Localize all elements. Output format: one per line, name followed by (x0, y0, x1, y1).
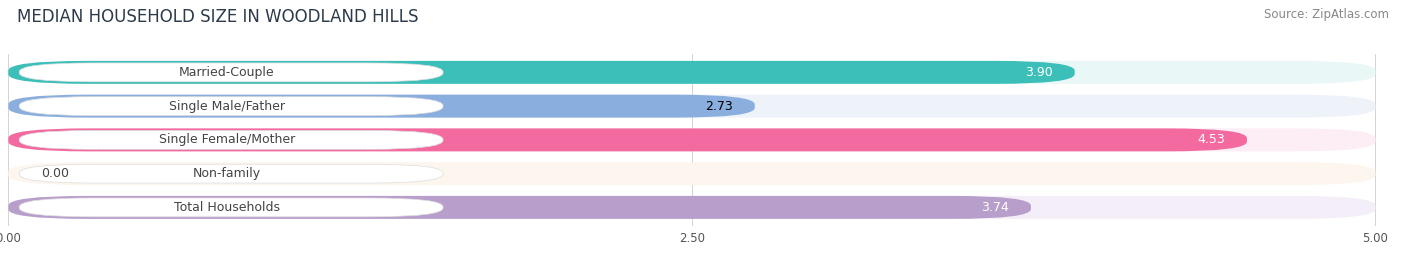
FancyBboxPatch shape (8, 128, 1247, 151)
FancyBboxPatch shape (8, 196, 1031, 219)
Text: Single Male/Father: Single Male/Father (169, 100, 285, 113)
FancyBboxPatch shape (20, 130, 443, 149)
FancyBboxPatch shape (8, 128, 1375, 151)
Text: Source: ZipAtlas.com: Source: ZipAtlas.com (1264, 8, 1389, 21)
Text: MEDIAN HOUSEHOLD SIZE IN WOODLAND HILLS: MEDIAN HOUSEHOLD SIZE IN WOODLAND HILLS (17, 8, 419, 26)
FancyBboxPatch shape (8, 95, 1375, 118)
FancyBboxPatch shape (8, 196, 1375, 219)
Text: Single Female/Mother: Single Female/Mother (159, 133, 295, 146)
FancyBboxPatch shape (8, 61, 1375, 84)
FancyBboxPatch shape (20, 63, 443, 82)
Text: 3.90: 3.90 (1025, 66, 1053, 79)
Text: 2.73: 2.73 (706, 100, 733, 113)
Text: Total Households: Total Households (174, 201, 280, 214)
FancyBboxPatch shape (20, 97, 443, 115)
Text: Non-family: Non-family (193, 167, 262, 180)
FancyBboxPatch shape (8, 95, 755, 118)
FancyBboxPatch shape (20, 164, 443, 183)
FancyBboxPatch shape (8, 162, 1375, 185)
FancyBboxPatch shape (8, 61, 1074, 84)
Text: 3.74: 3.74 (981, 201, 1010, 214)
Text: Married-Couple: Married-Couple (179, 66, 274, 79)
Text: 4.53: 4.53 (1198, 133, 1225, 146)
FancyBboxPatch shape (20, 198, 443, 217)
Text: 0.00: 0.00 (41, 167, 69, 180)
